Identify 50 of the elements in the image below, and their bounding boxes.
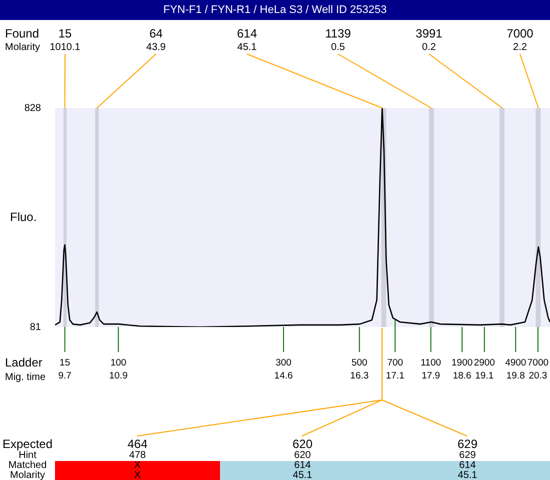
text: 620	[294, 450, 311, 461]
annotation: 1900	[452, 358, 473, 369]
category-label: 464	[126, 437, 149, 451]
annotation: 7000 2.2	[506, 26, 534, 53]
annotation: 614 45.1	[236, 26, 258, 53]
text: 45.1	[292, 470, 312, 480]
text: Molarity	[5, 42, 40, 53]
category-label: 629	[456, 437, 479, 451]
category-label: 620	[291, 437, 314, 451]
text: X	[134, 460, 141, 471]
category-label: Molarity	[10, 470, 45, 480]
annotation: 4900	[505, 358, 526, 369]
text: Expected	[1, 437, 54, 451]
text: X	[134, 470, 141, 480]
category-label: Hint	[18, 450, 36, 461]
annotation: 700	[387, 358, 404, 369]
x-tick-label: 19.8	[506, 370, 525, 382]
annotation: 2900	[474, 358, 495, 369]
text: Ladder	[5, 355, 42, 370]
annotation: 15	[60, 358, 70, 369]
annotation: 7000	[527, 358, 549, 369]
text: 478	[129, 450, 146, 461]
y-axis-title: Fluo.	[10, 210, 37, 224]
text: Mig. time	[5, 372, 46, 383]
annotation: 64 43.9	[146, 26, 166, 53]
x-tick-label: 14.6	[274, 370, 293, 382]
x-tick-label: 20.3	[528, 370, 548, 382]
x-tick-label: 9.7	[58, 370, 72, 382]
category-label: Matched	[8, 460, 47, 471]
annotation: 15 1010.1	[50, 26, 81, 53]
y-tick-label: 828	[24, 102, 42, 114]
annotation: 3991 0.2	[416, 26, 443, 53]
chart-title: FYN-F1 / FYN-R1 / HeLa S3 / Well ID 253253	[0, 0, 550, 20]
x-tick-label: 19.1	[475, 370, 494, 382]
annotation: 1139 0.5	[325, 26, 352, 53]
x-tick-label: 10.9	[109, 370, 128, 382]
text: Found	[5, 26, 40, 40]
text: 614	[459, 460, 476, 471]
x-tick-label: 16.3	[350, 370, 369, 382]
annotation: 100	[110, 358, 126, 369]
text: 45.1	[458, 470, 478, 480]
annotation: 300	[276, 358, 292, 369]
annotation: 500	[351, 358, 368, 369]
y-tick-label: 81	[30, 322, 42, 333]
x-tick-label: 17.9	[422, 370, 440, 382]
text: 629	[459, 450, 476, 461]
text: 614	[294, 460, 311, 471]
x-tick-label: 17.1	[386, 370, 404, 382]
x-tick-label: 18.6	[452, 370, 472, 382]
annotation: 1100	[420, 358, 442, 369]
